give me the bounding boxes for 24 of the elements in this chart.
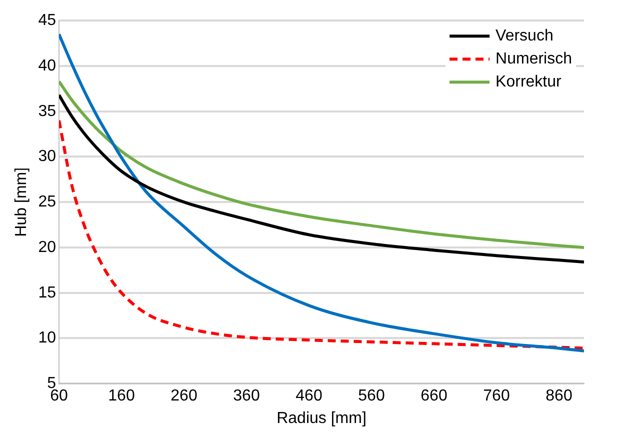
x-axis-title: Radius [mm] bbox=[276, 410, 366, 427]
legend-label: Numerisch bbox=[496, 50, 572, 68]
y-tick-label: 20 bbox=[38, 238, 56, 256]
legend-label: Versuch bbox=[496, 28, 554, 45]
y-tick-label: 35 bbox=[38, 102, 56, 120]
x-tick-label: 460 bbox=[296, 388, 322, 405]
x-tick-label: 160 bbox=[108, 388, 135, 405]
x-tick-label: 60 bbox=[50, 388, 68, 405]
line-series bbox=[58, 118, 584, 350]
x-tick-label: 360 bbox=[233, 388, 260, 405]
x-tick-label: 560 bbox=[358, 388, 385, 405]
y-tick-label: 45 bbox=[38, 12, 56, 30]
y-tick-label: 25 bbox=[38, 194, 56, 211]
x-tick-label: 760 bbox=[483, 388, 510, 405]
y-tick-label: 40 bbox=[38, 57, 56, 74]
y-axis-title: Hub [mm] bbox=[13, 167, 30, 237]
y-tick-label: 30 bbox=[38, 148, 56, 166]
legend-label: Korrektur bbox=[496, 74, 562, 91]
x-tick-label: 660 bbox=[420, 388, 448, 405]
x-tick-label: 260 bbox=[170, 388, 198, 405]
y-tick-label: 10 bbox=[38, 330, 56, 347]
line-series bbox=[58, 94, 584, 264]
y-tick-label: 15 bbox=[38, 284, 56, 302]
x-tick-label: 860 bbox=[546, 388, 572, 405]
